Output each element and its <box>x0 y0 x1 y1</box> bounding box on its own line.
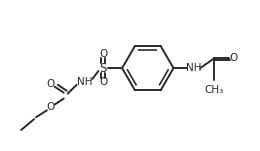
Text: O: O <box>47 102 55 112</box>
Text: O: O <box>99 49 107 59</box>
Text: S: S <box>100 62 107 75</box>
Text: CH₃: CH₃ <box>204 85 224 95</box>
Text: O: O <box>99 77 107 87</box>
Text: O: O <box>47 79 55 89</box>
Text: NH: NH <box>77 77 92 87</box>
Text: O: O <box>230 53 238 63</box>
Text: NH: NH <box>186 63 201 73</box>
